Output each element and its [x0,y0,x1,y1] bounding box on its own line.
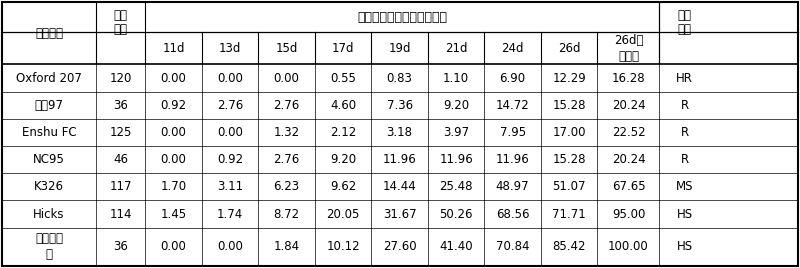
Text: 11d: 11d [162,42,185,55]
Text: 26d相
对病指: 26d相 对病指 [614,34,643,63]
Text: 0.55: 0.55 [330,72,356,85]
Text: 岩烟97: 岩烟97 [34,99,63,112]
Text: 71.71: 71.71 [552,208,586,221]
Text: 种质名称: 种质名称 [35,27,63,40]
Text: 0.00: 0.00 [217,126,243,139]
Text: 2.76: 2.76 [217,99,243,112]
Text: HS: HS [677,208,693,221]
Text: 13d: 13d [219,42,242,55]
Text: 21d: 21d [445,42,467,55]
Text: 31.67: 31.67 [382,208,417,221]
Text: 22.52: 22.52 [612,126,646,139]
Text: 85.42: 85.42 [552,240,586,253]
Text: 70.84: 70.84 [496,240,530,253]
Text: 6.23: 6.23 [274,180,300,193]
Text: 3.97: 3.97 [443,126,469,139]
Text: 16.28: 16.28 [612,72,646,85]
Text: 17.00: 17.00 [552,126,586,139]
Text: 120: 120 [110,72,132,85]
Text: 1.70: 1.70 [161,180,186,193]
Text: R: R [681,126,689,139]
Text: 7.36: 7.36 [386,99,413,112]
Text: 8.72: 8.72 [274,208,300,221]
Text: 0.00: 0.00 [217,72,243,85]
Text: 11.96: 11.96 [439,153,473,166]
Text: 7.95: 7.95 [499,126,526,139]
Text: 14.72: 14.72 [496,99,530,112]
Text: 0.00: 0.00 [161,126,186,139]
Text: Hicks: Hicks [34,208,65,221]
Text: 15.28: 15.28 [552,99,586,112]
Text: 2.76: 2.76 [274,99,300,112]
Text: 0.00: 0.00 [161,240,186,253]
Text: 25.48: 25.48 [439,180,473,193]
Text: 1.32: 1.32 [274,126,300,139]
Text: 调查: 调查 [114,9,128,22]
Text: 1.74: 1.74 [217,208,243,221]
Text: 50.26: 50.26 [439,208,473,221]
Text: 67.65: 67.65 [612,180,646,193]
Text: HS: HS [677,240,693,253]
Text: 95.00: 95.00 [612,208,645,221]
Text: 20.24: 20.24 [612,153,646,166]
Text: 9.20: 9.20 [330,153,356,166]
Text: 20.05: 20.05 [326,208,360,221]
Text: 10.12: 10.12 [326,240,360,253]
Text: R: R [681,99,689,112]
Text: Enshu FC: Enshu FC [22,126,76,139]
Text: 6.90: 6.90 [499,72,526,85]
Text: 3.11: 3.11 [217,180,243,193]
Text: 46: 46 [113,153,128,166]
Text: MS: MS [676,180,694,193]
Text: 9.20: 9.20 [443,99,469,112]
Text: 分级: 分级 [678,23,691,36]
Text: NC95: NC95 [33,153,65,166]
Text: R: R [681,153,689,166]
Text: 0.00: 0.00 [161,153,186,166]
Text: 15.28: 15.28 [552,153,586,166]
Text: 0.83: 0.83 [386,72,413,85]
Text: 1.84: 1.84 [274,240,300,253]
Text: 接种后不同天数的病情指数: 接种后不同天数的病情指数 [358,11,447,24]
Text: 125: 125 [110,126,132,139]
Text: 36: 36 [113,99,128,112]
Text: 11.96: 11.96 [382,153,417,166]
Text: 3.18: 3.18 [386,126,413,139]
Text: 26d: 26d [558,42,580,55]
Text: 14.44: 14.44 [382,180,417,193]
Text: 68.56: 68.56 [496,208,530,221]
Text: Oxford 207: Oxford 207 [16,72,82,85]
Text: HR: HR [676,72,693,85]
Text: 117: 117 [110,180,132,193]
Text: 41.40: 41.40 [439,240,473,253]
Text: 27.60: 27.60 [382,240,417,253]
Text: 51.07: 51.07 [552,180,586,193]
Text: 48.97: 48.97 [496,180,530,193]
Text: 15d: 15d [275,42,298,55]
Text: 2.76: 2.76 [274,153,300,166]
Text: 1.10: 1.10 [443,72,469,85]
Text: 1.45: 1.45 [161,208,186,221]
Text: 2.12: 2.12 [330,126,356,139]
Text: 19d: 19d [388,42,411,55]
Text: 抗性: 抗性 [678,9,691,22]
Text: 0.00: 0.00 [161,72,186,85]
Text: 17d: 17d [332,42,354,55]
Text: K326: K326 [34,180,64,193]
Text: 24d: 24d [502,42,524,55]
Text: 11.96: 11.96 [496,153,530,166]
Text: 0.92: 0.92 [217,153,243,166]
Text: 0.92: 0.92 [161,99,186,112]
Text: 9.62: 9.62 [330,180,356,193]
Text: 红花大金
元: 红花大金 元 [35,232,63,261]
Text: 20.24: 20.24 [612,99,646,112]
Text: 114: 114 [110,208,132,221]
Text: 株数: 株数 [114,23,128,36]
Text: 12.29: 12.29 [552,72,586,85]
Text: 0.00: 0.00 [217,240,243,253]
Text: 4.60: 4.60 [330,99,356,112]
Text: 100.00: 100.00 [608,240,649,253]
Text: 0.00: 0.00 [274,72,299,85]
Text: 36: 36 [113,240,128,253]
